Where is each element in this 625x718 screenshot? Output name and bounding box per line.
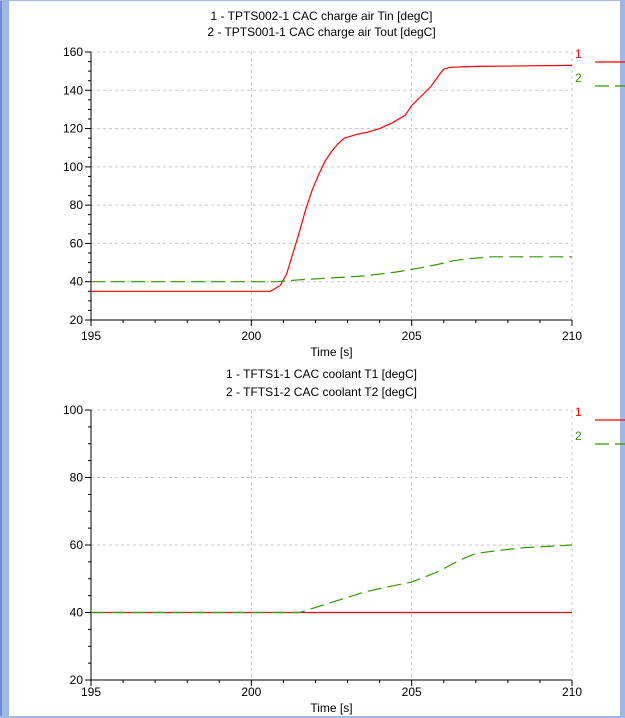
chart-1: 1 - TPTS002-1 CAC charge air Tin [degC] 2… — [63, 9, 625, 359]
y-tick-label: 20 — [70, 673, 84, 687]
y-tick-label: 80 — [70, 198, 84, 212]
y-tick-label: 60 — [70, 236, 84, 250]
x-tick-label: 200 — [241, 329, 261, 343]
y-tick-label: 140 — [63, 83, 83, 97]
x-axis-label: Time [s] — [310, 345, 352, 359]
y-tick-label: 40 — [70, 606, 84, 620]
y-tick-label: 60 — [70, 538, 84, 552]
y-tick-label: 20 — [70, 313, 84, 327]
legend-label-2: 2 — [575, 71, 582, 85]
series-line-1 — [91, 64, 573, 292]
y-tick-label: 80 — [70, 471, 84, 485]
y-tick-label: 100 — [63, 160, 83, 174]
x-tick-label: 210 — [562, 685, 582, 699]
x-tick-label: 210 — [562, 329, 582, 343]
x-tick-label: 195 — [81, 685, 101, 699]
series-line-2 — [91, 256, 572, 283]
chart-title-line: 2 - TFTS1-2 CAC coolant T2 [degC] — [226, 385, 417, 399]
legend-label-1: 1 — [575, 405, 582, 419]
y-tick-label: 160 — [63, 45, 83, 59]
chart-title-line: 1 - TPTS002-1 CAC charge air Tin [degC] — [211, 9, 433, 23]
x-tick-label: 205 — [402, 329, 422, 343]
x-tick-label: 200 — [241, 685, 261, 699]
x-tick-label: 195 — [81, 329, 101, 343]
y-tick-label: 120 — [63, 122, 83, 136]
x-tick-label: 205 — [402, 685, 422, 699]
chart-title-line: 1 - TFTS1-1 CAC coolant T1 [degC] — [226, 367, 417, 381]
series-line-2 — [91, 544, 573, 614]
legend-label-1: 1 — [575, 47, 582, 61]
y-tick-label: 100 — [63, 403, 83, 417]
y-tick-label: 40 — [70, 275, 84, 289]
x-axis-label: Time [s] — [310, 701, 352, 715]
legend-label-2: 2 — [575, 429, 582, 443]
chart-2: 1 - TFTS1-1 CAC coolant T1 [degC] 2 - TFT… — [63, 367, 625, 715]
chart-title-line: 2 - TPTS001-1 CAC charge air Tout [degC] — [207, 25, 435, 39]
